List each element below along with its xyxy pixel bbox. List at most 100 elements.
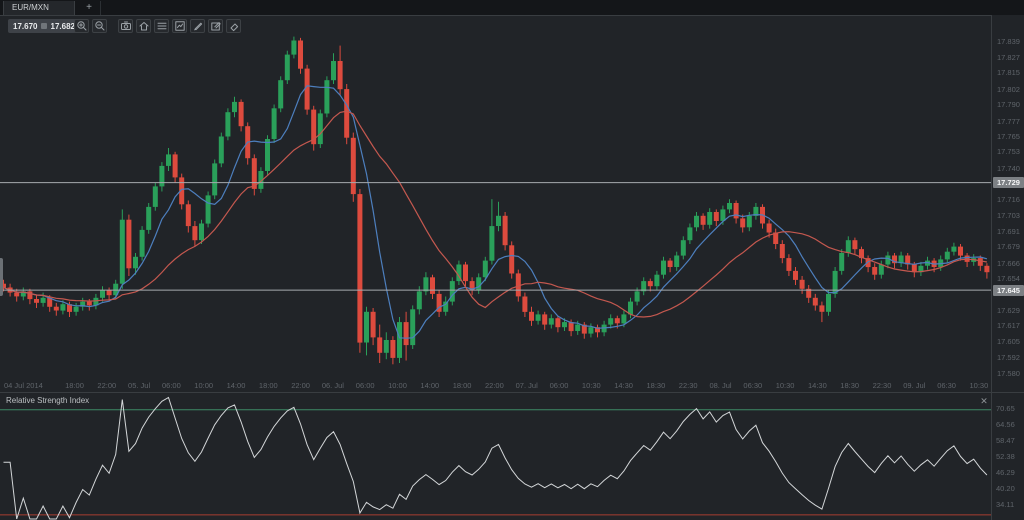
candle (469, 277, 475, 296)
candle (258, 167, 264, 193)
sidebar-drag-handle[interactable] (0, 258, 3, 296)
candle (53, 302, 59, 316)
home-button[interactable] (136, 19, 151, 33)
candle (555, 315, 561, 333)
candle (179, 173, 185, 210)
candle (27, 288, 33, 305)
candle (839, 249, 845, 275)
candle (251, 154, 257, 196)
time-tick-label: 10:30 (969, 381, 989, 390)
snapshot-button[interactable] (118, 19, 133, 33)
candle (238, 99, 244, 132)
candle (185, 200, 191, 233)
rsi-tick-label: 70.65 (996, 404, 1015, 413)
candle (753, 203, 759, 220)
candle (232, 96, 237, 118)
price-level-badge[interactable]: 17.729 (993, 177, 1024, 189)
price-tick-label: 17.753 (997, 147, 1020, 157)
candle (482, 256, 488, 282)
price-tick-label: 17.802 (997, 84, 1020, 94)
candle (166, 148, 171, 171)
candle (674, 251, 680, 271)
candle (641, 277, 647, 296)
candle (463, 261, 468, 287)
time-tick-label: 18:30 (840, 381, 860, 390)
candle (581, 322, 587, 339)
time-tick-label: 14:00 (420, 381, 440, 390)
candle (509, 241, 515, 279)
candle (225, 108, 231, 141)
candle (331, 53, 336, 84)
candle (317, 109, 323, 148)
candle (476, 273, 482, 294)
rsi-tick-label: 34.11 (996, 499, 1015, 509)
candle (595, 324, 600, 338)
candle (588, 323, 594, 338)
rsi-tick-label: 40.20 (996, 483, 1015, 493)
price-level-badge[interactable]: 17.645 (993, 284, 1024, 296)
candle (535, 310, 541, 325)
candle (364, 306, 369, 356)
draw-button[interactable] (190, 19, 205, 33)
price-tick-label: 17.703 (997, 211, 1020, 221)
price-axis[interactable]: 17.839 17.827 17.815 17.802 17.790 17.777 17.7… (991, 15, 1024, 520)
time-tick-label: 22:00 (485, 381, 504, 390)
candle (456, 260, 462, 285)
time-tick-label: 06:30 (937, 381, 956, 390)
time-tick-label: 06. Jul (321, 381, 344, 390)
price-chart-plot[interactable] (0, 36, 991, 378)
candle (799, 276, 805, 294)
candle (786, 254, 792, 276)
candle (291, 36, 297, 59)
candle (60, 300, 66, 315)
zoom-out-button[interactable] (92, 19, 107, 33)
new-tab-button[interactable]: + (78, 1, 101, 15)
candle (944, 247, 950, 264)
candle (423, 272, 429, 296)
price-tick-label: 17.815 (997, 67, 1020, 77)
candle (159, 162, 165, 192)
candle (146, 203, 152, 234)
eraser-button[interactable] (226, 19, 241, 33)
candle (430, 274, 435, 299)
tab-title: EUR/MXN (12, 3, 49, 12)
candle (436, 290, 442, 317)
rsi-close-button[interactable]: ✕ (980, 396, 988, 406)
candle (694, 212, 699, 232)
ask-button[interactable]: 17.682 (50, 21, 75, 31)
time-axis[interactable]: 04 Jul 2014 18:00 22:00 05. Jul 06:00 10:00 14… (0, 378, 991, 392)
zoom-in-button[interactable] (74, 19, 89, 33)
price-tick-label: 17.777 (997, 116, 1020, 126)
candle (390, 336, 396, 365)
price-tick-label: 17.592 (997, 353, 1020, 363)
candle (819, 301, 825, 323)
time-tick-label: 14:00 (226, 381, 246, 390)
indicators-button[interactable] (154, 19, 169, 33)
candle (337, 45, 343, 96)
time-tick-label: 05. Jul (128, 381, 151, 390)
candle (852, 237, 858, 255)
candle (271, 104, 277, 143)
indicators-icon (157, 22, 166, 30)
bid-ask-widget[interactable]: 17.670 17.682 (8, 19, 80, 33)
candle (654, 270, 660, 291)
candle (898, 251, 904, 267)
tab-bar: EUR/MXN + (0, 0, 1024, 16)
time-tick-label: 22:30 (872, 381, 892, 390)
candle (977, 255, 983, 271)
candle (344, 84, 350, 145)
rsi-plot[interactable] (0, 396, 991, 520)
tab-eurmxn[interactable]: EUR/MXN (3, 1, 75, 15)
candle (93, 293, 99, 310)
candle (733, 200, 739, 224)
price-tick-label: 17.740 (997, 163, 1020, 173)
edit-button[interactable] (208, 19, 223, 33)
time-tick-label: 18:00 (65, 381, 84, 390)
price-tick-label: 17.666 (997, 258, 1020, 268)
time-tick-label: 07. Jul (515, 381, 538, 390)
candle (449, 277, 455, 306)
bid-button[interactable]: 17.670 (13, 21, 38, 31)
candle (489, 199, 495, 265)
chart-layout-button[interactable] (172, 19, 187, 33)
price-tick-label: 17.580 (997, 368, 1020, 378)
